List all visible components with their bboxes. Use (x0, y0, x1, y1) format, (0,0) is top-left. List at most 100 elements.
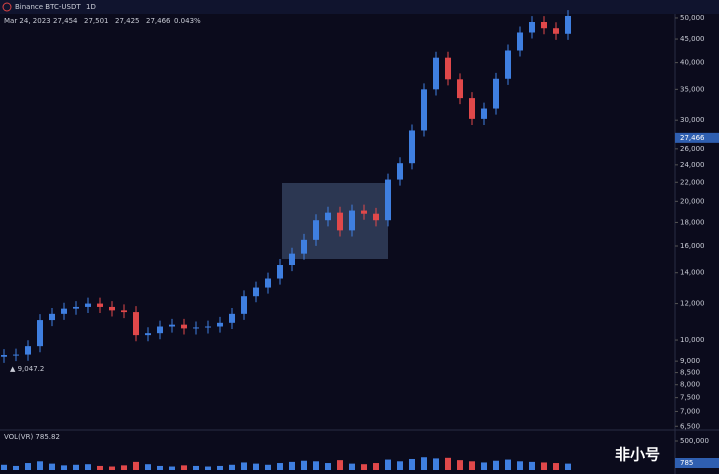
candle-body (49, 313, 55, 321)
price-tag (675, 132, 719, 143)
price-tag-label: 27,466 (680, 134, 705, 142)
candle-body (433, 57, 439, 90)
candle-body (217, 322, 223, 327)
volume-bar (385, 459, 391, 470)
volume-bar (421, 457, 427, 470)
close: 27,466 (146, 17, 171, 25)
volume-bar (229, 464, 235, 470)
volume-bar (553, 463, 559, 470)
candle-body (493, 78, 499, 109)
candle-body (253, 287, 259, 297)
candle-body (385, 179, 391, 221)
candle-body (205, 326, 211, 328)
y-tick-label: 22,000 (680, 178, 705, 186)
volume-bar (481, 462, 487, 470)
volume-bar (289, 461, 295, 470)
volume-title: VOL(VR) 785.82 (4, 433, 60, 441)
candle-body (109, 306, 115, 311)
candle-body (37, 320, 43, 347)
high: 27,501 (84, 17, 109, 25)
candle-body (505, 50, 511, 79)
volume-tag-label: 785 (680, 459, 693, 467)
y-tick-label: 16,000 (680, 242, 705, 250)
y-tick-label: 14,000 (680, 269, 705, 277)
volume-bar (109, 466, 115, 470)
candle-body (241, 296, 247, 314)
y-tick-label: 10,000 (680, 336, 705, 344)
candle-body (421, 89, 427, 131)
volume-bar (277, 463, 283, 470)
volume-bar (241, 462, 247, 470)
candle-body (25, 346, 31, 355)
y-tick-label: 35,000 (680, 85, 705, 93)
volume-bar (253, 463, 259, 470)
candle-body (13, 354, 19, 356)
candle-body (97, 303, 103, 307)
y-tick-label: 40,000 (680, 59, 705, 67)
low: 27,425 (115, 17, 140, 25)
volume-bar (457, 460, 463, 470)
y-tick-label: 500,000 (680, 437, 709, 445)
candle-body (289, 253, 295, 266)
volume-bar (1, 464, 7, 470)
top-bar (0, 0, 719, 14)
volume-bar (373, 463, 379, 470)
change: 0.043% (174, 17, 201, 25)
volume-bar (265, 464, 271, 470)
volume-bar (433, 458, 439, 470)
volume-bar (469, 461, 475, 470)
volume-bar (205, 466, 211, 470)
candle-body (145, 333, 151, 336)
volume-bar (301, 460, 307, 470)
low-marker: ▲ 9,047.2 (10, 365, 44, 373)
logo (2, 2, 12, 12)
y-tick-label: 7,000 (680, 407, 700, 415)
volume-bar (157, 465, 163, 470)
candle-body (553, 28, 559, 34)
volume-bar (97, 465, 103, 470)
volume-bar (313, 461, 319, 470)
volume-bar (337, 460, 343, 470)
volume-bar (145, 464, 151, 470)
volume-bar (529, 461, 535, 470)
candle-body (349, 210, 355, 231)
volume-bar (493, 460, 499, 470)
highlight-box (282, 183, 388, 259)
candle-body (409, 130, 415, 164)
volume-bar (517, 461, 523, 470)
volume-bar (361, 464, 367, 470)
y-tick-label: 26,000 (680, 145, 705, 153)
candle-body (373, 213, 379, 221)
candle-body (85, 303, 91, 307)
y-tick-label: 24,000 (680, 161, 705, 169)
candle-body (61, 308, 67, 314)
volume-bar (541, 462, 547, 470)
interval: 1D (86, 3, 96, 11)
candle-body (229, 313, 235, 323)
volume-bar (61, 465, 67, 470)
y-tick-label: 8,500 (680, 369, 700, 377)
candle-body (529, 22, 535, 33)
y-tick-label: 7,500 (680, 394, 700, 402)
y-tick-label: 6,500 (680, 422, 700, 430)
volume-bar (181, 465, 187, 470)
volume-bar (325, 463, 331, 470)
exchange: Binance BTC-USDT (15, 3, 81, 11)
volume-bar (13, 465, 19, 470)
volume-bar (169, 466, 175, 470)
candle-body (457, 79, 463, 99)
y-tick-label: 50,000 (680, 14, 705, 22)
candle-body (121, 310, 127, 313)
candle-body (169, 324, 175, 327)
y-tick-label: 45,000 (680, 35, 705, 43)
open: 27,454 (53, 17, 78, 25)
volume-bar (133, 461, 139, 470)
volume-bar (565, 463, 571, 470)
candle-body (325, 212, 331, 221)
candle-body (361, 210, 367, 214)
volume-bar (397, 461, 403, 470)
y-tick-label: 18,000 (680, 218, 705, 226)
